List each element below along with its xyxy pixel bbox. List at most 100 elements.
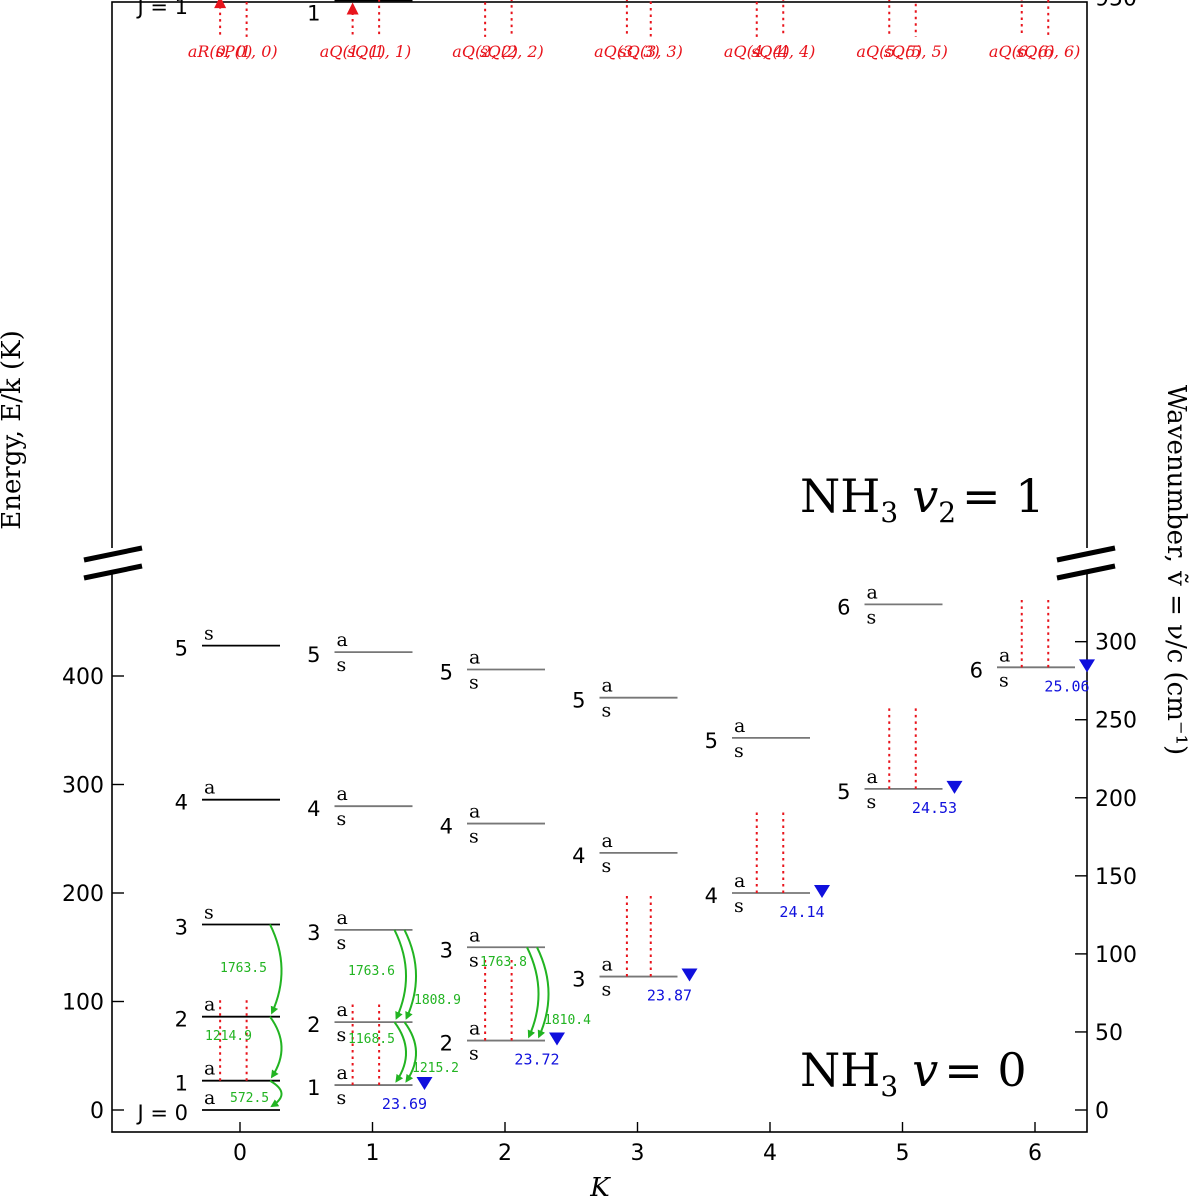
lower-level-j: 6 [837, 595, 850, 619]
right-tick-label: 150 [1095, 865, 1137, 890]
transition-label: sQ(1, 1) [347, 42, 411, 61]
upper-state-title: NH3 v2 = 1 [800, 469, 1044, 529]
lower-level-j: 5 [175, 637, 188, 661]
right-tick-label: 0 [1095, 1099, 1109, 1124]
left-tick-label: 400 [62, 665, 104, 690]
transition-label: sQ(6, 6) [1016, 42, 1080, 61]
transition-label: sQ(2, 2) [479, 42, 543, 61]
y-axis-label-right: Wavenumber, ṽ = ν/c (cm⁻¹) [1161, 385, 1191, 755]
inversion-label: 23.87 [647, 987, 692, 1005]
cascade-label: 1168.5 [348, 1032, 395, 1047]
lower-level-sym: a [337, 1062, 348, 1084]
inversion-marker [946, 780, 963, 794]
cascade-arrow [393, 1021, 407, 1083]
lower-level-j: 1 [307, 1076, 320, 1100]
lower-level-sym: a [999, 644, 1010, 666]
lower-level-sym: a [469, 646, 480, 668]
lower-level-sym: a [469, 801, 480, 823]
lower-level-sym: a [602, 954, 613, 976]
cascade-arrow [403, 929, 417, 1020]
right-tick-label: 250 [1095, 709, 1137, 734]
left-tick-label: 200 [62, 882, 104, 907]
cascade-arrow [269, 1079, 283, 1108]
lower-level-j: 4 [572, 844, 585, 868]
transition-label: sP(1, 0) [216, 42, 278, 61]
transition-label: sQ(5, 5) [884, 42, 948, 61]
lower-level-j: 5 [705, 729, 718, 753]
inversion-label: 25.06 [1044, 677, 1089, 695]
x-tick-label: 4 [763, 1141, 777, 1166]
transitions-layer: aR(0, 0)sP(1, 0) aQ(1, 1)sQ(1, 1) aQ(2, 2)… [188, 0, 1095, 1113]
lower-level-sym: s [204, 623, 214, 645]
cascade-label: 1215.2 [412, 1061, 459, 1076]
cascade-label: 1763.8 [480, 955, 527, 970]
inversion-marker [416, 1077, 433, 1091]
lower-level-sym: a [337, 999, 348, 1021]
lower-level-sym2: s [602, 855, 612, 877]
y-axis-label-left: Energy, E/k (K) [0, 330, 27, 529]
transition-label: aQ(5, 5) [856, 42, 922, 61]
transition-label: aQ(2, 2) [452, 42, 518, 61]
lower-level-sym: a [602, 830, 613, 852]
transition-label: aQ(6, 6) [989, 42, 1055, 61]
lower-level-j: 3 [175, 915, 188, 939]
lower-level-sym2: s [602, 979, 612, 1001]
cascade-label: 1214.9 [205, 1029, 252, 1044]
lower-level-j: 2 [440, 1032, 453, 1056]
axis-break-mark-right-b [1056, 563, 1116, 581]
axis-break-mark-left-b [83, 563, 143, 581]
lower-level-sym: a [337, 783, 348, 805]
right-tick-label: 200 [1095, 787, 1137, 812]
cascade-arrow [393, 929, 407, 1020]
inversion-marker [1079, 659, 1095, 673]
lower-level-sym2: s [999, 669, 1009, 691]
inversion-label: 24.53 [912, 799, 957, 817]
lower-level-j: 3 [440, 938, 453, 962]
lower-state-title: NH3 v = 0 [800, 1043, 1027, 1103]
inversion-label: 23.69 [382, 1095, 427, 1113]
transition-label: aQ(1, 1) [320, 42, 386, 61]
cascade-arrow [269, 924, 283, 1015]
lower-level-sym: a [337, 907, 348, 929]
lower-level-j: 4 [440, 815, 453, 839]
lower-level-j: 4 [175, 791, 188, 815]
levels-layer: sJ = 1a0a2s3a4s5a1s2a2s3a3s4a4s5s2a2s3s3… [135, 0, 1075, 1125]
inversion-marker [681, 968, 698, 982]
right-tick-label: 100 [1095, 943, 1137, 968]
transition-arrowhead [346, 2, 359, 15]
lower-level-sym2: s [337, 932, 347, 954]
transition-label: sQ(3, 3) [619, 42, 683, 61]
lower-level-sym: a [734, 715, 745, 737]
lower-level-j: J = 0 [135, 1101, 188, 1125]
x-tick-label: 6 [1028, 1141, 1042, 1166]
lower-level-sym2: s [337, 1024, 347, 1046]
inversion-marker [549, 1032, 565, 1046]
lower-level-j: 5 [440, 660, 453, 684]
transition-arrowhead [214, 0, 227, 9]
cascade-arrow [403, 1021, 417, 1083]
lower-level-sym2: s [337, 1087, 347, 1109]
lower-level-j: 4 [307, 797, 320, 821]
lower-level-sym2: s [734, 740, 744, 762]
cascade-arrow [526, 946, 540, 1039]
upper-level-j: J = 1 [135, 0, 188, 19]
lower-level-j: 4 [705, 884, 718, 908]
lower-level-sym: a [602, 675, 613, 697]
ticks-layer: 0123456140015001600170018000100200300400… [62, 0, 1137, 1166]
cascade-arrow [269, 1016, 283, 1079]
lower-level-sym: a [204, 1058, 215, 1080]
lower-level-j: 1 [175, 1072, 188, 1096]
upper-level-j: 1 [307, 2, 320, 26]
lower-level-j: 5 [307, 643, 320, 667]
lower-level-sym: a [204, 994, 215, 1016]
lower-level-sym2: s [337, 808, 347, 830]
cascade-label: 1810.4 [544, 1013, 591, 1028]
lower-level-sym2: s [867, 791, 877, 813]
lower-level-sym2: s [867, 606, 877, 628]
x-tick-label: 0 [233, 1141, 247, 1166]
cascade-label: 1763.5 [220, 961, 267, 976]
cascade-label: 1763.6 [348, 964, 395, 979]
lower-level-sym2: s [469, 671, 479, 693]
left-tick-label: 300 [62, 774, 104, 799]
